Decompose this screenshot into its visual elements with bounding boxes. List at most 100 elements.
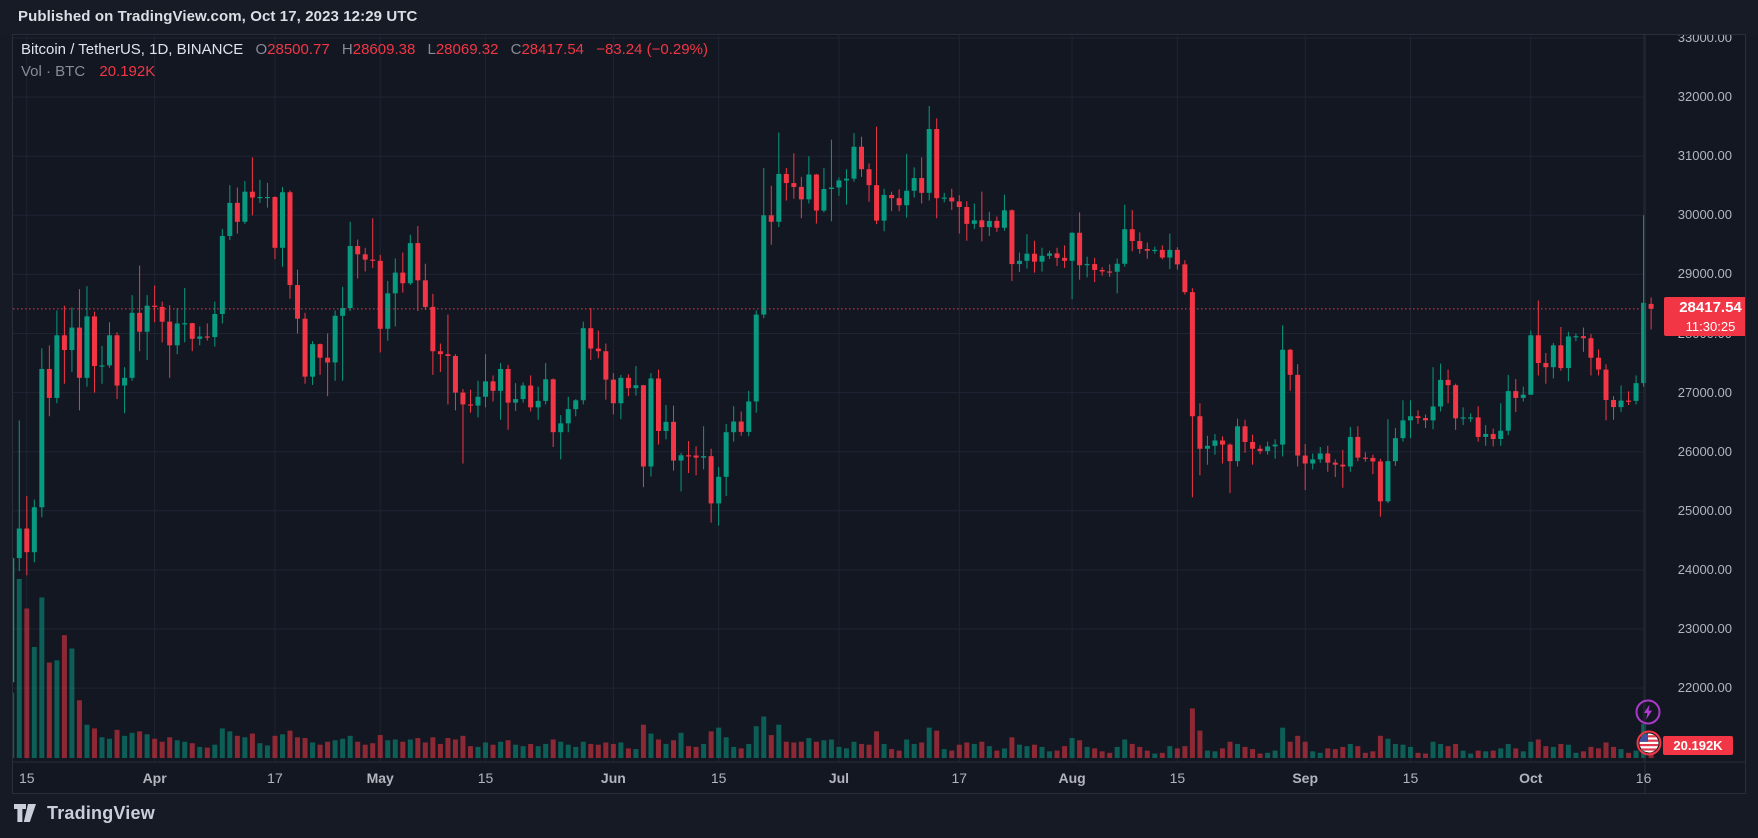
volume-bar xyxy=(144,734,150,758)
candle-body xyxy=(640,385,646,467)
tradingview-logo-text: TradingView xyxy=(47,803,155,823)
candle-body xyxy=(1475,417,1481,437)
volume-bar xyxy=(505,740,511,758)
time-tick-label: 15 xyxy=(1402,770,1419,786)
candle-body xyxy=(573,400,579,410)
price-tick-label: 31000.00 xyxy=(1677,148,1732,164)
volume-bar xyxy=(61,635,67,758)
footer-bar: TradingView xyxy=(0,794,1758,838)
candle-body xyxy=(377,260,383,329)
price-tick-label: 25000.00 xyxy=(1677,502,1732,518)
candle-body xyxy=(1054,253,1060,258)
volume-bar xyxy=(107,738,113,758)
volume-bar xyxy=(746,743,752,758)
volume-bar xyxy=(1565,744,1571,758)
volume-bar xyxy=(467,746,473,758)
price-tick-label: 30000.00 xyxy=(1677,207,1732,223)
volume-bar xyxy=(1152,753,1158,758)
candle-body xyxy=(806,174,812,200)
volume-bar xyxy=(904,739,910,758)
candle-body xyxy=(498,368,504,391)
volume-bar xyxy=(249,733,255,758)
price-chart-canvas[interactable] xyxy=(13,35,1745,793)
time-tick-label: 17 xyxy=(951,770,968,786)
candle-body xyxy=(1114,263,1120,272)
candle-body xyxy=(1077,232,1083,266)
volume-bar xyxy=(39,597,45,758)
volume-bar xyxy=(949,750,955,758)
volume-bar xyxy=(1024,746,1030,758)
us-flag-event-icon[interactable] xyxy=(1636,730,1662,756)
lightning-icon[interactable] xyxy=(1635,699,1661,725)
candle-body xyxy=(1024,253,1030,261)
candle-body xyxy=(768,215,774,222)
volume-bar xyxy=(1438,743,1444,758)
candle-body xyxy=(407,243,413,284)
tradingview-logo[interactable]: TradingView xyxy=(13,803,155,824)
candle-body xyxy=(84,316,90,378)
candle-body xyxy=(1377,461,1383,502)
candle-body xyxy=(535,400,541,408)
volume-bar xyxy=(1498,748,1504,758)
volume-bar xyxy=(1265,752,1271,758)
candle-body xyxy=(520,385,526,400)
published-banner: Published on TradingView.com, Oct 17, 20… xyxy=(0,0,1758,34)
volume-bar xyxy=(1423,753,1429,758)
candle-body xyxy=(701,456,707,458)
volume-bar xyxy=(761,716,767,758)
volume-bar xyxy=(1077,740,1083,758)
chart-frame: Bitcoin / TetherUS, 1D, BINANCE O28500.7… xyxy=(12,34,1746,794)
candle-body xyxy=(1219,440,1225,445)
candle-body xyxy=(648,378,654,467)
candle-body xyxy=(798,186,804,200)
high-label: H xyxy=(341,41,353,58)
volume-bar xyxy=(1558,743,1564,758)
candle-body xyxy=(843,178,849,181)
candle-body xyxy=(1573,336,1579,338)
candle-body xyxy=(693,455,699,458)
candle-body xyxy=(949,197,955,202)
volume-bar xyxy=(1603,742,1609,758)
candle-body xyxy=(1204,445,1210,449)
volume-bar xyxy=(1310,751,1316,758)
candle-body xyxy=(483,381,489,397)
candle-body xyxy=(1310,459,1316,464)
candle-body xyxy=(114,335,120,386)
close-label: C xyxy=(510,41,522,58)
volume-bar xyxy=(1212,751,1218,758)
candle-body xyxy=(197,336,203,339)
change-value: −83.24 (−0.29%) xyxy=(596,41,708,58)
candle-body xyxy=(874,185,880,221)
candle-body xyxy=(227,202,233,236)
volume-bar xyxy=(1407,746,1413,758)
volume-bar xyxy=(1453,743,1459,758)
candle-body xyxy=(174,323,180,346)
volume-bar xyxy=(310,742,316,758)
price-tick-label: 26000.00 xyxy=(1677,443,1732,459)
candle-body xyxy=(1272,444,1278,447)
candle-body xyxy=(1257,448,1263,452)
candle-body xyxy=(896,198,902,206)
volume-bar xyxy=(648,733,654,758)
candle-body xyxy=(1453,385,1459,419)
volume-bar xyxy=(385,740,391,758)
candle-body xyxy=(1137,241,1143,249)
volume-bar xyxy=(197,746,203,758)
candle-body xyxy=(633,385,639,389)
candle-body xyxy=(761,215,767,315)
volume-bar xyxy=(1235,743,1241,758)
candle-body xyxy=(1558,345,1564,369)
volume-bar xyxy=(1385,738,1391,758)
candle-body xyxy=(415,243,421,281)
candle-body xyxy=(475,396,481,406)
candle-body xyxy=(1580,336,1586,339)
volume-bar xyxy=(543,743,549,758)
candle-body xyxy=(1595,357,1601,370)
candle-body xyxy=(31,507,37,553)
candle-body xyxy=(1129,229,1135,242)
candle-body xyxy=(1167,249,1173,258)
candle-body xyxy=(1513,391,1519,398)
volume-bar xyxy=(302,738,308,758)
candle-body xyxy=(731,421,737,433)
volume-bar xyxy=(1475,750,1481,758)
